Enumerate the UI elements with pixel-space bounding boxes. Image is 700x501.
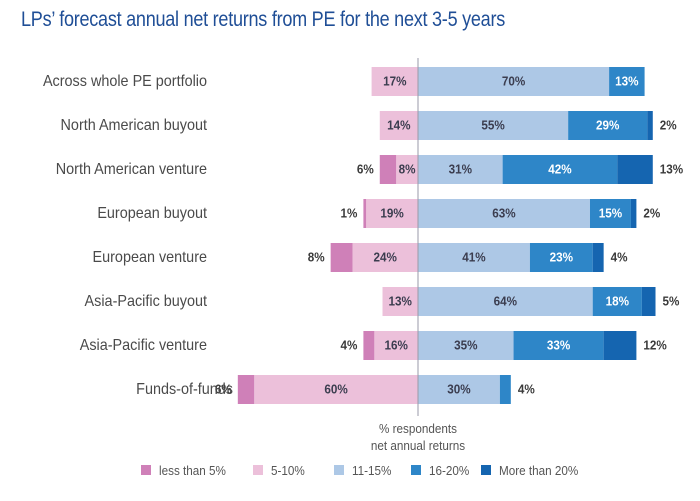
data-label: 19% [380,206,403,221]
x-axis-label: % respondents [379,422,457,437]
data-label: 17% [383,74,406,89]
bar-segment [592,243,604,272]
bar-segment [418,67,610,96]
data-label: 31% [449,162,472,177]
bar-segment [237,375,255,404]
bar-segment [568,111,648,140]
bar-segment [374,331,418,360]
bar-segment [418,375,500,404]
data-label: 42% [548,162,571,177]
bar-segment [363,331,375,360]
data-label: 60% [324,382,347,397]
x-axis-label: net annual returns [371,439,465,454]
data-label: 55% [481,118,504,133]
legend-swatch [253,465,263,475]
bar-segment [363,199,367,228]
category-label: North American venture [56,161,207,179]
bar-segment [502,155,618,184]
category-label: Across whole PE portfolio [43,73,207,91]
data-label: 41% [462,250,485,265]
bar-segment [630,199,637,228]
bar-segment [379,111,418,140]
bar-segment [617,155,653,184]
data-label: 6% [215,382,232,397]
data-label: 13% [389,294,412,309]
category-label: Funds-of-funds [136,381,233,399]
bar-segment [609,67,645,96]
data-label: 13% [615,74,638,89]
bar-segment [330,243,353,272]
data-label: 70% [502,74,525,89]
legend-label: less than 5% [159,464,226,479]
data-label: 24% [374,250,397,265]
category-label: European buyout [97,205,207,223]
data-label: 2% [660,118,677,133]
category-label: North American buyout [61,117,208,135]
bar-segment [603,331,637,360]
legend-swatch [411,465,421,475]
data-label: 6% [357,162,374,177]
data-label: 4% [340,338,357,353]
bar-segment [641,287,656,316]
legend-label: 5-10% [271,464,305,479]
legend-label: 16-20% [429,464,469,479]
data-label: 4% [611,250,628,265]
data-label: 16% [384,338,407,353]
bar-segment [366,199,418,228]
data-label: 18% [606,294,629,309]
bar-segment [589,199,631,228]
bar-segment [418,199,590,228]
data-label: 4% [518,382,535,397]
data-label: 1% [340,206,357,221]
bar-segment [382,287,418,316]
data-label: 63% [492,206,515,221]
category-label: European venture [93,249,207,267]
bar-segment [371,67,418,96]
data-label: 64% [494,294,517,309]
bar-segment [418,287,593,316]
bar-segment [499,375,511,404]
data-label: 15% [599,206,622,221]
chart-title: LPs’ forecast annual net returns from PE… [21,8,505,31]
data-label: 29% [596,118,619,133]
bar-segment [592,287,642,316]
bar-segment [647,111,653,140]
bar-segment [418,331,514,360]
bar-segment [396,155,418,184]
data-label: 13% [660,162,683,177]
bar-segment [418,155,503,184]
bar-segment [352,243,418,272]
data-label: 23% [550,250,573,265]
category-label: Asia-Pacific buyout [85,293,208,311]
data-label: 8% [399,162,416,177]
bar-segment [254,375,418,404]
data-label: 14% [387,118,410,133]
bar-segment [513,331,604,360]
bar-segment [529,243,593,272]
bar-segment [418,243,530,272]
data-label: 35% [454,338,477,353]
category-label: Asia-Pacific venture [80,337,207,355]
data-label: 5% [663,294,680,309]
data-label: 8% [308,250,325,265]
bar-segment [379,155,397,184]
legend-swatch [141,465,151,475]
data-label: 33% [547,338,570,353]
data-label: 2% [643,206,660,221]
legend-label: More than 20% [499,464,578,479]
data-label: 30% [447,382,470,397]
legend-swatch [334,465,344,475]
data-label: 12% [643,338,666,353]
legend-swatch [481,465,491,475]
bar-segment [418,111,569,140]
legend-label: 11-15% [352,464,391,479]
